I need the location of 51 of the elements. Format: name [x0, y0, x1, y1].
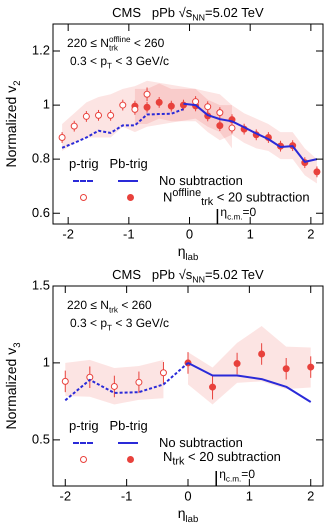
- y-axis-title: Normalized v2: [3, 80, 23, 168]
- y-axis-title: Normalized v3: [3, 342, 23, 430]
- point: [160, 369, 167, 376]
- x-tick-label: -2: [59, 488, 72, 504]
- point: [119, 102, 126, 109]
- x-tick-label: 2: [307, 488, 314, 504]
- y-tick-label: 0.5: [32, 431, 50, 446]
- point: [228, 124, 236, 132]
- x-tick-label: 1: [246, 488, 253, 504]
- point: [204, 103, 212, 110]
- point: [144, 104, 151, 111]
- point: [58, 134, 66, 142]
- x-tick-label: 1: [246, 226, 254, 242]
- point: [234, 360, 241, 368]
- point: [216, 122, 224, 130]
- point: [307, 364, 314, 371]
- point: [82, 112, 90, 120]
- point: [168, 102, 175, 110]
- y-tick-label: 1: [42, 354, 50, 370]
- legend-label: No subtraction: [159, 172, 243, 188]
- point: [135, 378, 142, 386]
- y-tick-label: 0.6: [32, 204, 50, 220]
- point: [70, 122, 78, 130]
- x-tick-label: 0: [184, 488, 192, 504]
- y-tick-label: 0.8: [32, 150, 50, 166]
- legend-label: N$^{offline}$$_{trk}$ < 20 subtraction: [163, 186, 310, 208]
- y-tick-label: 1.5: [32, 278, 50, 293]
- x-tick-label: -1: [123, 226, 135, 242]
- point: [131, 106, 138, 113]
- point: [192, 98, 200, 106]
- point: [216, 109, 224, 116]
- point: [258, 350, 266, 358]
- x-tick-label: -2: [62, 226, 74, 242]
- legend-title: p-trig Pb-trig: [69, 155, 149, 172]
- point: [95, 112, 102, 119]
- point: [107, 112, 114, 119]
- point: [144, 90, 151, 98]
- y-tick-label: 1.2: [32, 42, 50, 58]
- point: [282, 365, 290, 372]
- y-tick-label: 1: [42, 96, 50, 112]
- legend-title: p-trig Pb-trig: [69, 417, 149, 434]
- x-tick-label: -1: [120, 488, 132, 504]
- legend-label: No subtraction: [159, 434, 243, 451]
- legend-label: N$_{trk}$ < 20 subtraction: [163, 449, 281, 468]
- point: [156, 98, 163, 106]
- point: [313, 168, 320, 176]
- point: [209, 384, 216, 391]
- x-tick-label: 0: [186, 226, 194, 242]
- point: [110, 382, 118, 390]
- x-tick-label: 2: [307, 226, 314, 242]
- point: [62, 378, 69, 385]
